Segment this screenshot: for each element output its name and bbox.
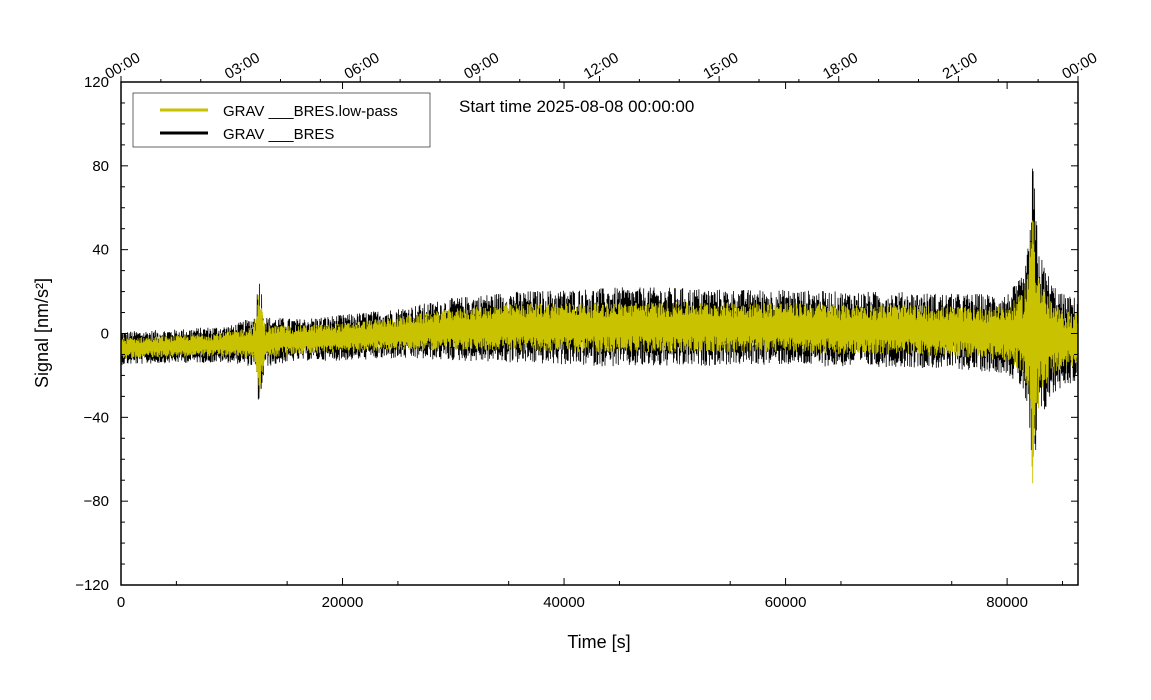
top-axis-label: 03:00 bbox=[222, 49, 263, 82]
y-tick-label: 80 bbox=[92, 158, 109, 175]
legend: GRAV ___BRES.low-pass GRAV ___BRES bbox=[132, 92, 431, 148]
y-axis-label: Signal [nm/s²] bbox=[32, 278, 52, 388]
top-axis-label: 00:00 bbox=[102, 49, 143, 82]
y-tick-label: −40 bbox=[84, 409, 109, 426]
x-tick-label: 20000 bbox=[322, 594, 364, 611]
x-tick-label: 60000 bbox=[765, 594, 807, 611]
x-tick-label: 80000 bbox=[986, 594, 1028, 611]
series-layer bbox=[120, 168, 1079, 484]
legend-box bbox=[132, 92, 431, 148]
series-line-raw bbox=[120, 168, 1079, 451]
top-axis-label: 15:00 bbox=[700, 49, 741, 82]
x-tick-label: 0 bbox=[117, 594, 125, 611]
legend-label-low-pass: GRAV ___BRES.low-pass bbox=[223, 103, 398, 120]
top-axis-label: 21:00 bbox=[940, 49, 981, 82]
start-time-annotation: Start time 2025-08-08 00:00:00 bbox=[459, 97, 694, 116]
top-axis-label: 00:00 bbox=[1059, 49, 1100, 82]
top-axis-label: 09:00 bbox=[461, 49, 502, 82]
y-tick-label: −120 bbox=[75, 577, 109, 594]
y-tick-label: −80 bbox=[84, 493, 109, 510]
y-tick-label: 120 bbox=[84, 74, 109, 91]
y-tick-label: 40 bbox=[92, 242, 109, 259]
y-tick-label: 0 bbox=[101, 326, 109, 343]
top-axis-label: 18:00 bbox=[820, 49, 861, 82]
top-axis-label: 06:00 bbox=[341, 49, 382, 82]
x-tick-label: 40000 bbox=[543, 594, 585, 611]
x-axis-label: Time [s] bbox=[567, 632, 630, 652]
series-line-low-pass bbox=[120, 220, 1079, 484]
legend-label-raw: GRAV ___BRES bbox=[223, 126, 334, 143]
top-axis-label: 12:00 bbox=[581, 49, 622, 82]
